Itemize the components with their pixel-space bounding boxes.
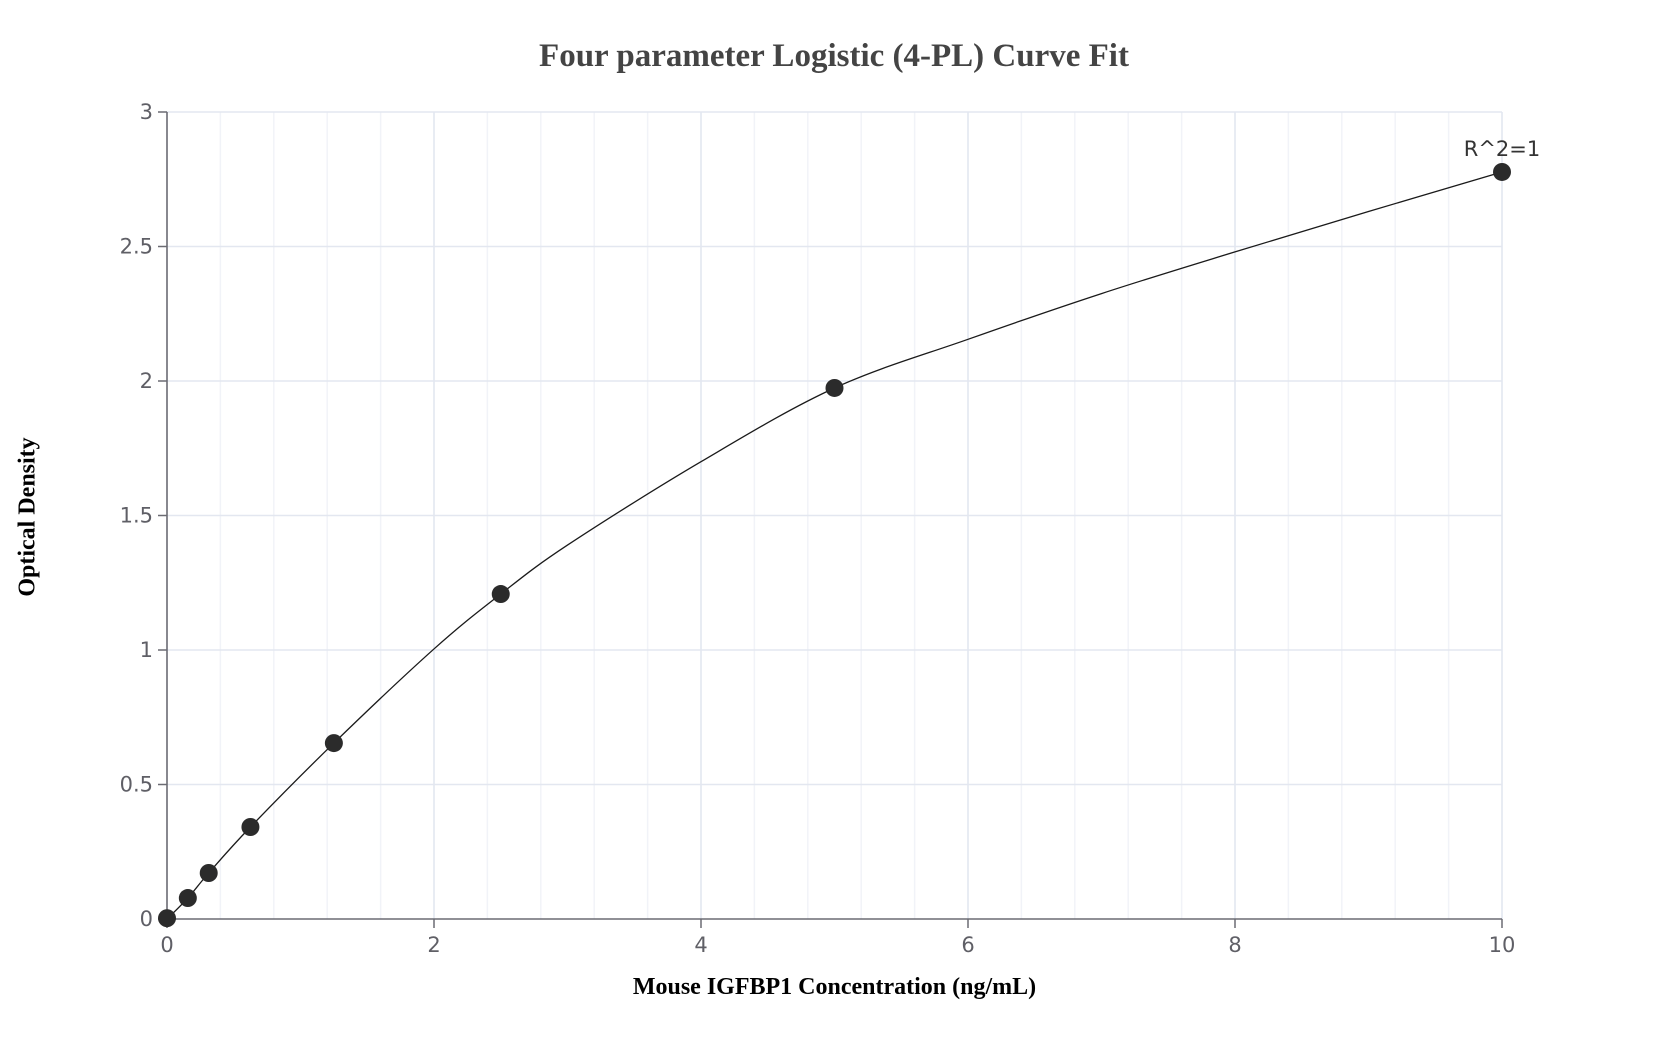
data-point: [158, 909, 176, 928]
svg-text:1: 1: [140, 638, 153, 662]
svg-text:8: 8: [1228, 933, 1241, 957]
data-point: [491, 585, 510, 604]
r-squared-annotation: R^2=1: [1464, 137, 1541, 161]
data-points: [158, 162, 1511, 928]
y-axis-label: Optical Density: [14, 437, 41, 597]
data-point: [199, 864, 218, 883]
x-axis-label: Mouse IGFBP1 Concentration (ng/mL): [632, 974, 1037, 1000]
data-point: [324, 734, 343, 753]
svg-text:3: 3: [140, 100, 153, 124]
tick-labels: 0 0.5 1 1.5 2 2.5 3 0 2 4 6 8 10: [120, 100, 1516, 957]
data-point: [241, 818, 260, 837]
major-gridlines: [167, 111, 1503, 919]
svg-text:0.5: 0.5: [120, 773, 153, 797]
svg-text:2: 2: [427, 933, 440, 957]
svg-text:2.5: 2.5: [120, 235, 153, 259]
svg-text:10: 10: [1489, 933, 1516, 957]
fit-curve: [166, 171, 1503, 920]
data-point: [1493, 162, 1511, 181]
svg-text:0: 0: [160, 933, 173, 957]
svg-text:0: 0: [140, 907, 153, 931]
chart-title: Four parameter Logistic (4-PL) Curve Fit: [539, 38, 1129, 74]
axes: [158, 111, 1503, 928]
svg-text:2: 2: [140, 369, 153, 393]
data-point: [825, 378, 844, 397]
data-point: [178, 889, 197, 908]
svg-text:4: 4: [694, 933, 707, 957]
svg-text:1.5: 1.5: [120, 504, 153, 528]
svg-text:6: 6: [961, 933, 974, 957]
